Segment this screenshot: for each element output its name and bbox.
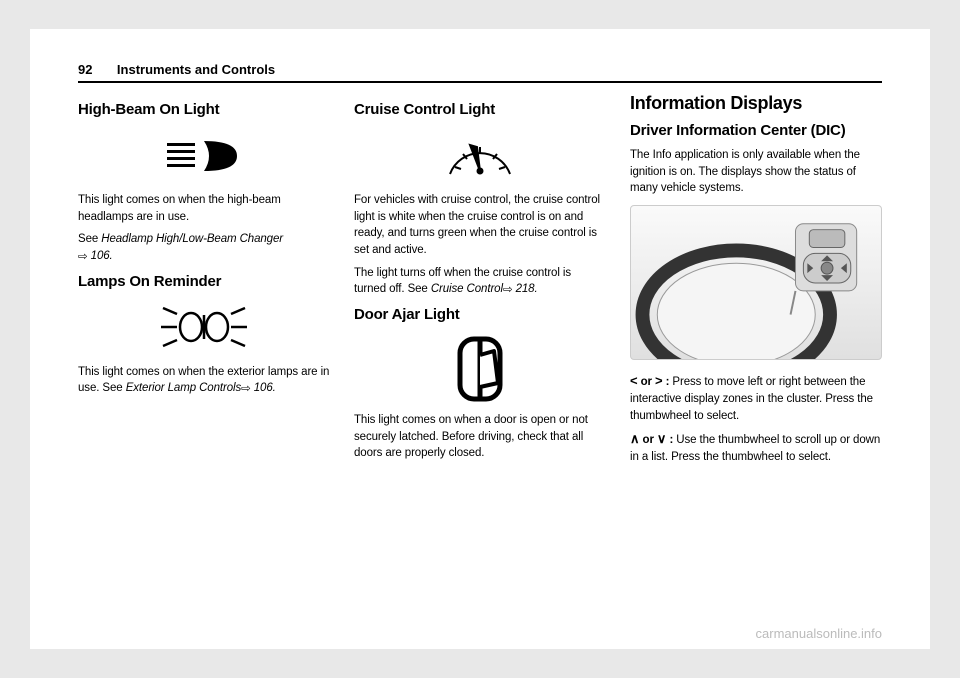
page-header: 92 Instruments and Controls xyxy=(78,61,882,83)
or-label-1: or xyxy=(638,376,656,388)
column-2: Cruise Control Light For vehicles wi xyxy=(354,93,606,466)
cruise-ref-page: 218. xyxy=(512,283,537,295)
reference-arrow-icon: ⇨ xyxy=(503,282,513,299)
dic-text: The Info application is only available w… xyxy=(630,147,882,197)
dic-heading: Driver Information Center (DIC) xyxy=(630,122,882,139)
lamps-ref-title: Exterior Lamp Controls xyxy=(126,382,241,394)
steering-wheel-image xyxy=(630,205,882,360)
cruise-text-2: The light turns off when the cruise cont… xyxy=(354,265,606,298)
cruise-text-1: For vehicles with cruise control, the cr… xyxy=(354,192,606,259)
chapter-title: Instruments and Controls xyxy=(117,62,275,77)
right-chevron-icon: > xyxy=(655,373,663,388)
door-ajar-icon xyxy=(354,331,606,406)
reference-title: Headlamp High/Low-Beam Changer xyxy=(101,233,283,245)
lamps-ref-page: 106. xyxy=(251,382,276,394)
cruise-ref-title: Cruise Control xyxy=(431,283,503,295)
lamps-reminder-heading: Lamps On Reminder xyxy=(78,273,330,290)
left-chevron-icon: < xyxy=(630,373,638,388)
door-ajar-text: This light comes on when a door is open … xyxy=(354,412,606,462)
up-chevron-icon: ∧ xyxy=(630,431,639,446)
manual-page: 92 Instruments and Controls High-Beam On… xyxy=(30,29,930,649)
footer: carmanualsonline.info xyxy=(30,626,930,641)
control-up-down: ∧ or ∨ : Use the thumbwheel to scroll up… xyxy=(630,430,882,466)
lamps-on-icon xyxy=(78,298,330,358)
info-displays-heading: Information Displays xyxy=(630,93,882,114)
high-beam-text: This light comes on when the high-beam h… xyxy=(78,192,330,225)
reference-page: 106. xyxy=(88,250,113,262)
see-prefix: See xyxy=(78,233,101,245)
reference-arrow-icon: ⇨ xyxy=(241,381,251,398)
door-ajar-heading: Door Ajar Light xyxy=(354,306,606,323)
high-beam-reference: See Headlamp High/Low-Beam Changer ⇨ 106. xyxy=(78,231,330,264)
or-label-2: or xyxy=(639,434,657,446)
lamps-reminder-text: This light comes on when the exterior la… xyxy=(78,364,330,397)
column-1: High-Beam On Light This light comes on w… xyxy=(78,93,330,466)
down-chevron-icon: ∨ xyxy=(657,431,666,446)
cruise-control-icon xyxy=(354,126,606,186)
high-beam-icon xyxy=(78,126,330,186)
reference-arrow-icon: ⇨ xyxy=(78,249,88,266)
high-beam-heading: High-Beam On Light xyxy=(78,101,330,118)
control-left-right: < or > : Press to move left or right bet… xyxy=(630,372,882,424)
page-number: 92 xyxy=(78,62,92,77)
content-columns: High-Beam On Light This light comes on w… xyxy=(78,93,882,466)
watermark: carmanualsonline.info xyxy=(756,626,882,641)
cruise-control-heading: Cruise Control Light xyxy=(354,101,606,118)
column-3: Information Displays Driver Information … xyxy=(630,93,882,466)
